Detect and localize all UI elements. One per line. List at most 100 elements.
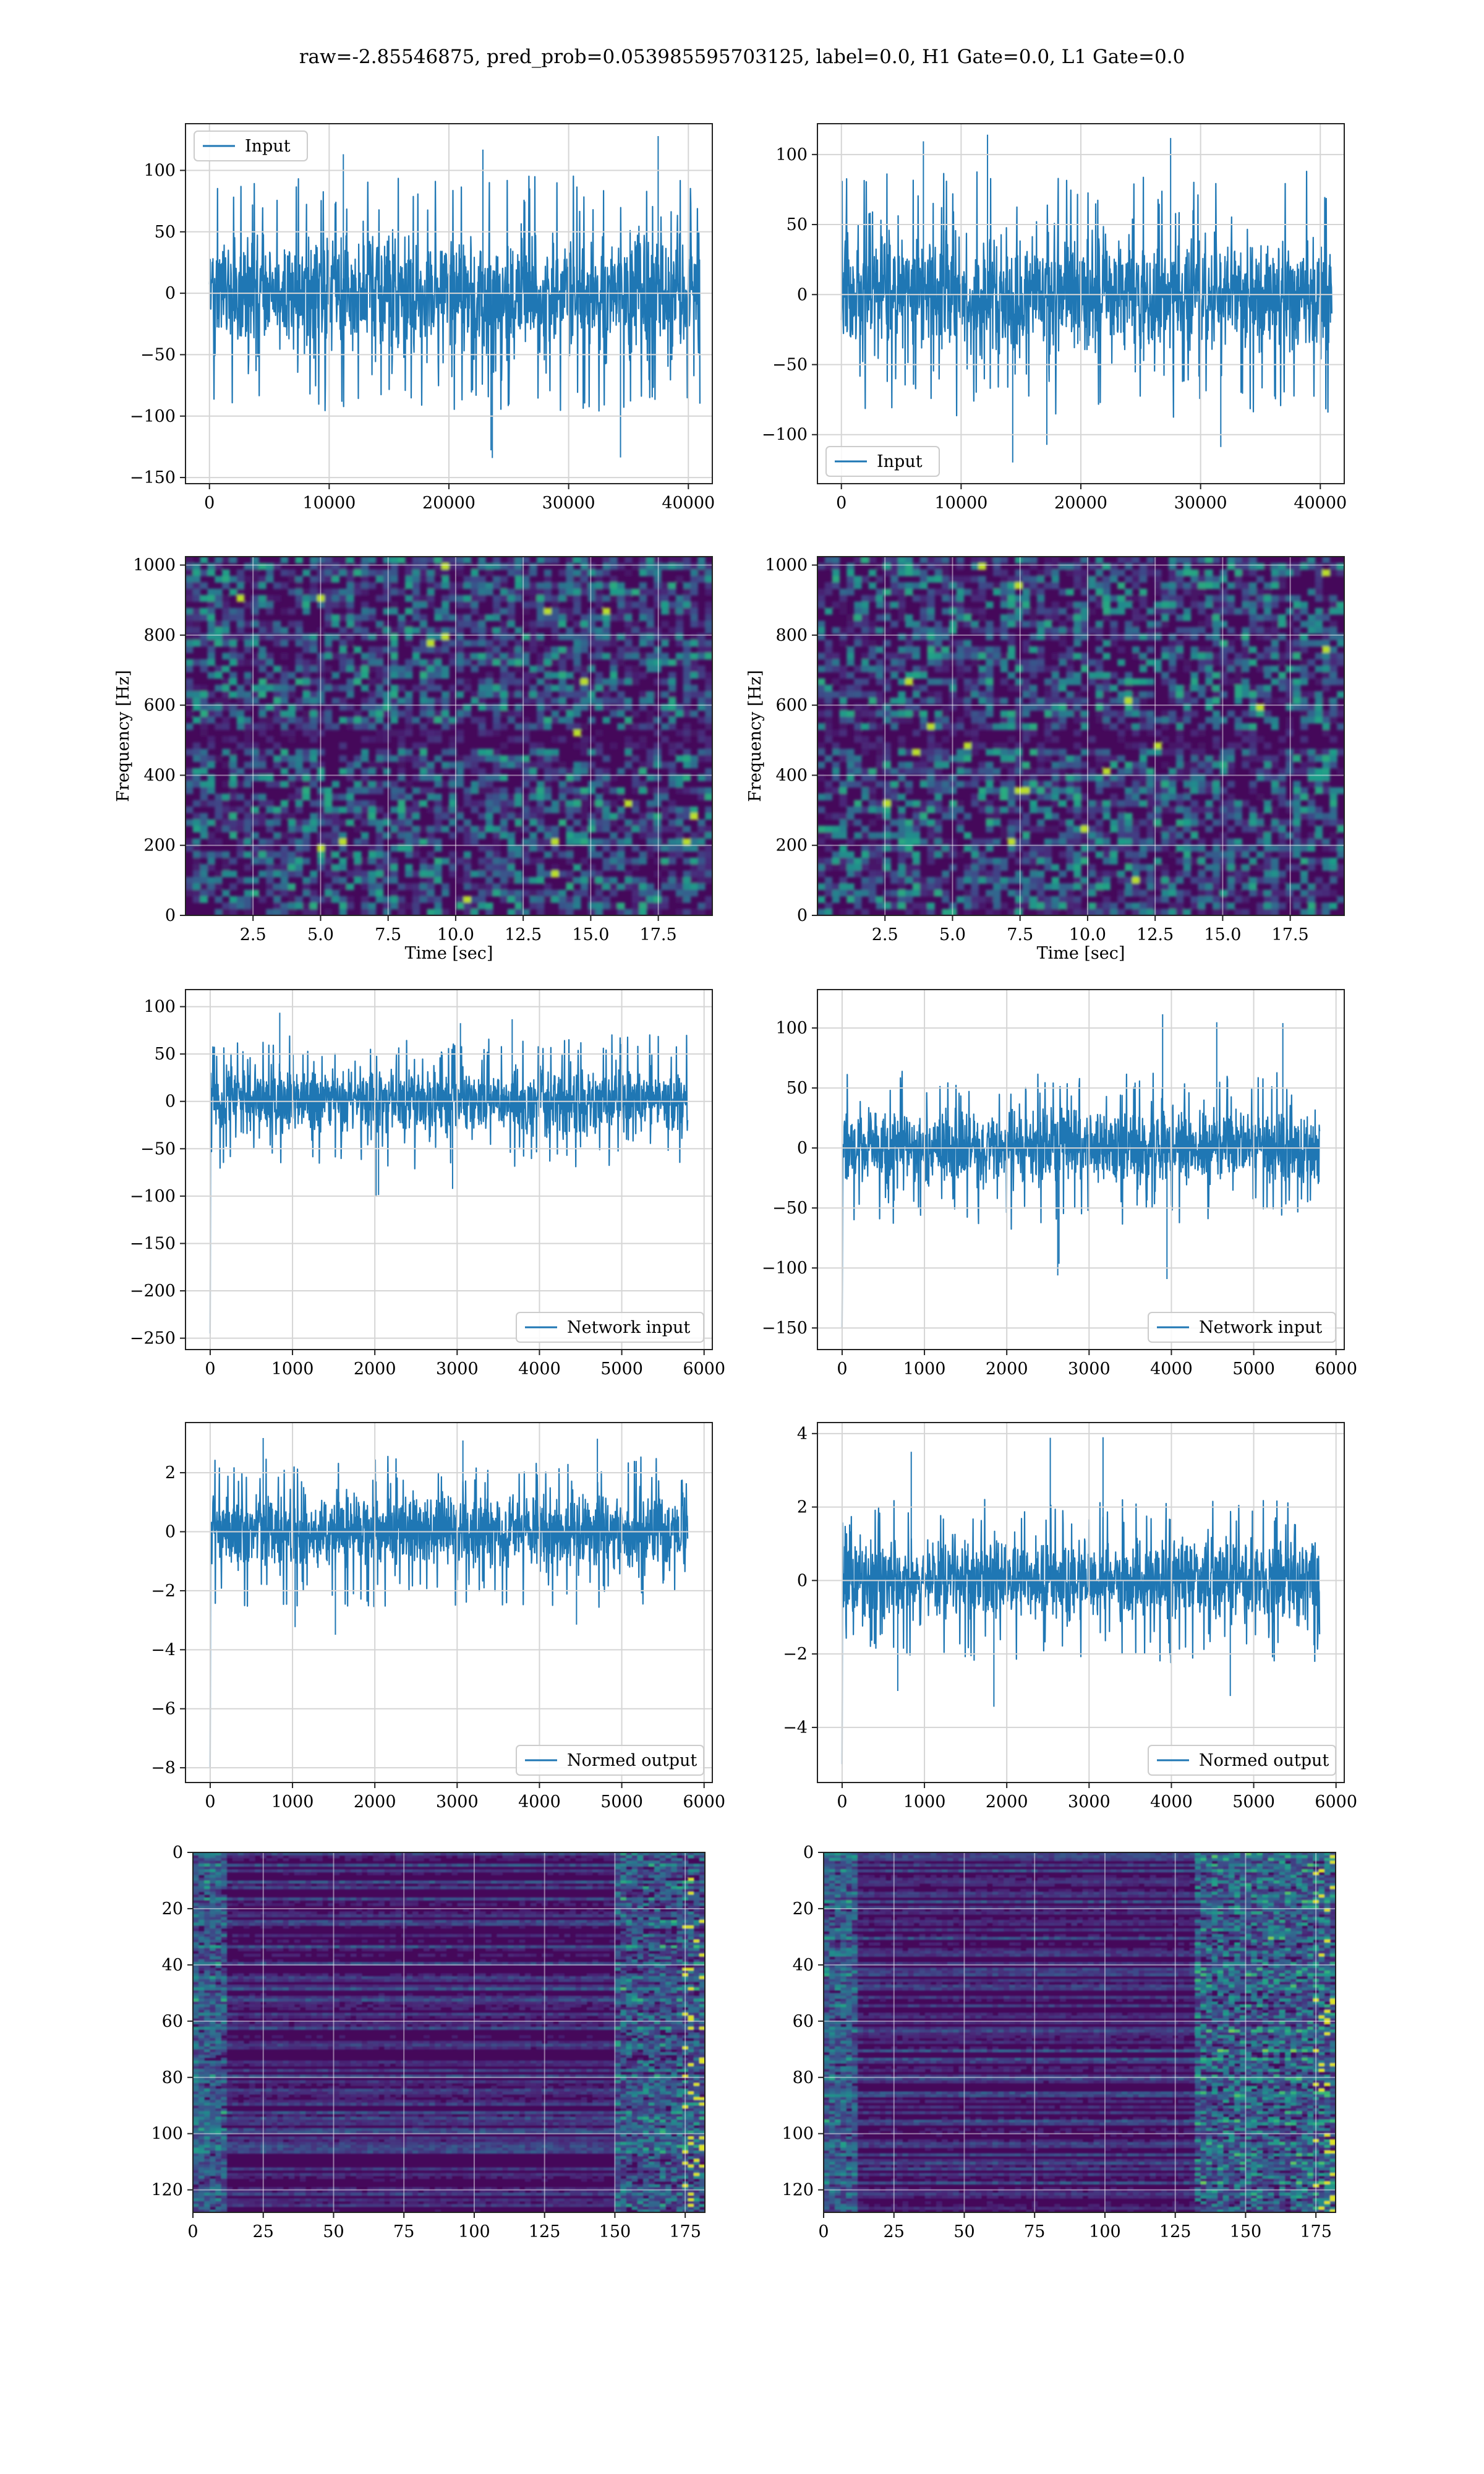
heatmap-cell (1059, 800, 1067, 807)
heatmap-cell (854, 864, 862, 871)
heatmap-cell (288, 819, 296, 826)
heatmap-cell (986, 691, 994, 698)
heatmap-cell (522, 678, 530, 685)
y-tick-label: −150 (130, 468, 176, 487)
heatmap-cell (1030, 748, 1038, 756)
heatmap-cell (602, 755, 610, 763)
heatmap-cell (222, 902, 230, 910)
heatmap-cell (192, 607, 201, 615)
heatmap-cell (861, 691, 869, 698)
heatmap-cell (1073, 729, 1081, 737)
heatmap-cell (192, 876, 201, 884)
heatmap-cell (398, 557, 406, 563)
heatmap-cell (1007, 845, 1016, 852)
heatmap-cell (493, 704, 501, 711)
heatmap-cell (963, 768, 972, 775)
heatmap-cell (956, 557, 965, 563)
heatmap-cell (500, 800, 508, 807)
axes-container: 0 10000 20000 30000 40000−150−100−50050100In… (114, 123, 1357, 2241)
heatmap-cell (971, 883, 979, 891)
heatmap-cell (602, 582, 610, 589)
heatmap-cell (1117, 557, 1125, 563)
heatmap-cell (919, 723, 928, 730)
heatmap-cell (1227, 794, 1235, 801)
heatmap-cell (507, 800, 516, 807)
heatmap-cell (383, 607, 391, 615)
heatmap-cell (587, 685, 596, 692)
heatmap-cell (529, 569, 537, 576)
heatmap-cell (1139, 819, 1148, 826)
heatmap-cell (398, 588, 406, 596)
heatmap-cell (1022, 761, 1030, 769)
heatmap-cell (876, 666, 884, 673)
heatmap-cell (1125, 742, 1133, 750)
heatmap-cell (1146, 896, 1154, 903)
heatmap-cell (537, 896, 545, 903)
heatmap-cell (1249, 883, 1257, 891)
heatmap-cell (986, 672, 994, 679)
heatmap-cell (1190, 557, 1198, 563)
heatmap-cell (463, 857, 472, 865)
heatmap-cell (817, 588, 825, 596)
heatmap-cell (883, 601, 891, 609)
heatmap-cell (617, 633, 625, 641)
heatmap-cell (1088, 672, 1096, 679)
heatmap-cell (832, 653, 840, 660)
heatmap-cell (675, 826, 684, 833)
heatmap-cell (215, 633, 223, 641)
heatmap-cell (993, 864, 1001, 871)
heatmap-cell (675, 742, 684, 750)
heatmap-cell (266, 653, 274, 660)
heatmap-cell (824, 716, 833, 724)
heatmap-cell (302, 768, 310, 775)
heatmap-cell (456, 659, 464, 666)
heatmap-cell (427, 588, 435, 596)
heatmap-cell (890, 620, 898, 628)
heatmap-cell (978, 800, 986, 807)
heatmap-cell (1015, 557, 1023, 563)
heatmap-cell (1095, 627, 1104, 634)
heatmap-cell (942, 896, 950, 903)
heatmap-cell (398, 729, 406, 737)
heatmap-cell (1095, 716, 1104, 724)
heatmap-cell (956, 716, 965, 724)
heatmap-cell (405, 729, 413, 737)
heatmap-cell (493, 748, 501, 756)
heatmap-cell (1234, 845, 1242, 852)
heatmap-cell (631, 774, 640, 782)
heatmap-cell (222, 716, 230, 724)
heatmap-cell (934, 640, 942, 647)
heatmap-cell (1051, 902, 1060, 910)
heatmap-cell (817, 697, 825, 704)
heatmap-cell (192, 563, 201, 570)
heatmap-cell (602, 768, 610, 775)
heatmap-cell (412, 806, 420, 813)
heatmap-cell (295, 806, 303, 813)
heatmap-cell (258, 813, 267, 820)
heatmap-cell (368, 902, 377, 910)
heatmap-cell (898, 781, 906, 788)
heatmap-cell (427, 627, 435, 634)
heatmap-cell (705, 607, 712, 615)
heatmap-cell (1146, 691, 1154, 698)
heatmap-cell (942, 582, 950, 589)
heatmap-cell (361, 806, 369, 813)
heatmap-cell (883, 697, 891, 704)
heatmap-cell (1000, 588, 1009, 596)
heatmap-cell (1102, 653, 1111, 660)
heatmap-cell (1037, 582, 1045, 589)
heatmap-cell (839, 601, 847, 609)
heatmap-cell (324, 569, 333, 576)
heatmap-cell (1037, 845, 1045, 852)
heatmap-cell (654, 569, 662, 576)
heatmap-cell (1213, 781, 1221, 788)
heatmap-cell (222, 607, 230, 615)
heatmap-cell (1125, 761, 1133, 769)
heatmap-cell (1271, 857, 1279, 865)
heatmap-cell (1263, 653, 1272, 660)
heatmap-cell (646, 800, 654, 807)
heatmap-cell (236, 710, 245, 717)
heatmap-cell (610, 883, 618, 891)
heatmap-cell (412, 832, 420, 839)
